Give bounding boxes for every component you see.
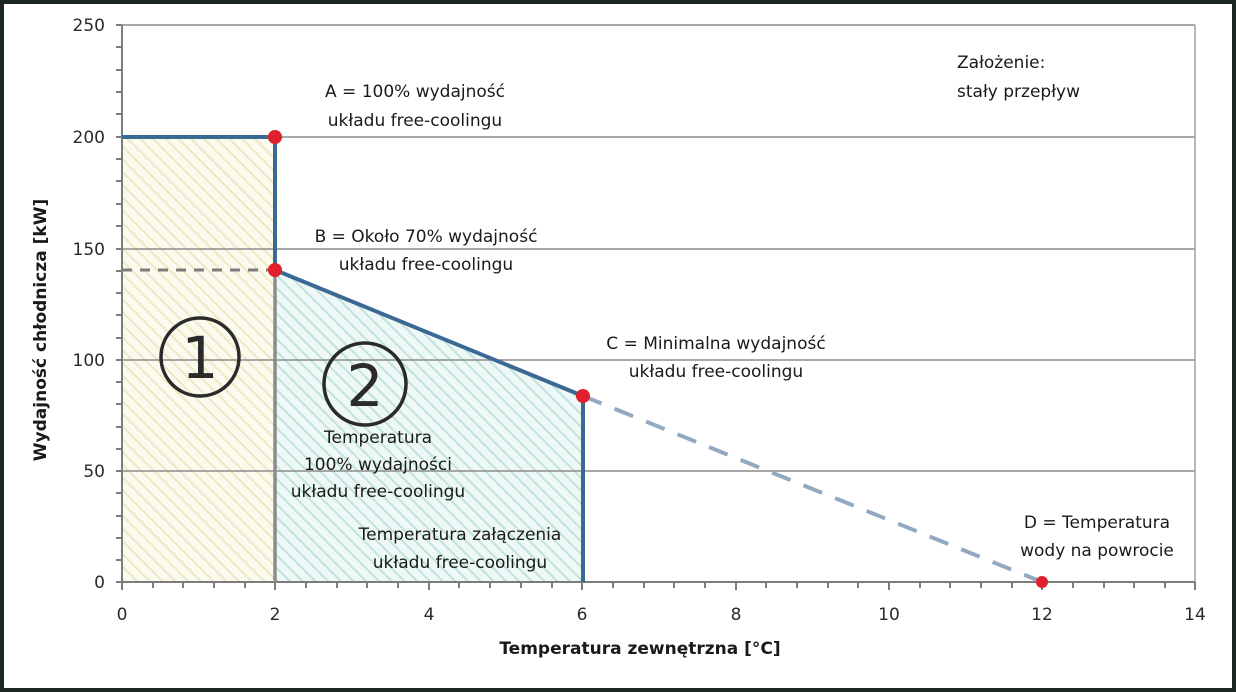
region-1-marker: 1 <box>159 316 241 398</box>
point-a <box>268 130 282 144</box>
point-d <box>1036 576 1048 588</box>
point-b <box>268 263 282 277</box>
annotation-a-line2: układu free-coolingu <box>328 111 502 131</box>
annotation-c-line1: C = Minimalna wydajność <box>606 334 825 354</box>
y-axis-title: Wydajność chłodnicza [kW] <box>31 199 51 461</box>
y-tick-label: 150 <box>73 240 105 260</box>
annotation-start-temp: Temperatura załączenia układu free-cooli… <box>358 525 562 573</box>
y-tick-label: 0 <box>94 573 105 593</box>
x-tick-label: 12 <box>1031 605 1053 625</box>
x-axis-title: Temperatura zewnętrzna [°C] <box>499 639 780 659</box>
assumption-line2: stały przepływ <box>957 82 1080 102</box>
x-tick-label: 8 <box>731 605 742 625</box>
gridlines <box>122 24 1195 472</box>
region-2-label: 2 <box>347 352 384 420</box>
start-temp-line1: Temperatura załączenia <box>358 525 562 545</box>
annotation-a-line1: A = 100% wydajność <box>325 82 505 102</box>
annotation-t100: Temperatura 100% wydajności układu free-… <box>291 428 465 502</box>
annotation-d-line2: wody na powrocie <box>1020 541 1174 561</box>
annotation-a: A = 100% wydajność układu free-coolingu <box>325 82 505 131</box>
annotation-assumption: Założenie: stały przepływ <box>957 53 1080 102</box>
annotation-d-line1: D = Temperatura <box>1024 513 1170 533</box>
y-tick-label: 250 <box>73 16 105 36</box>
y-tick-labels: 250 200 150 100 50 0 <box>73 16 105 593</box>
start-temp-line2: układu free-coolingu <box>373 553 547 573</box>
y-tick-label: 100 <box>73 351 105 371</box>
region-2-marker: 2 <box>322 341 408 427</box>
x-tick-label: 0 <box>117 605 128 625</box>
annotation-c: C = Minimalna wydajność układu free-cool… <box>606 334 825 382</box>
annotation-b: B = Około 70% wydajność układu free-cool… <box>315 227 538 275</box>
x-tick-label: 2 <box>270 605 281 625</box>
annotation-d: D = Temperatura wody na powrocie <box>1020 513 1174 561</box>
annotation-c-line2: układu free-coolingu <box>629 362 803 382</box>
x-tick-label: 14 <box>1184 605 1206 625</box>
dashed-extrapolation-line <box>582 394 1043 584</box>
t100-line3: układu free-coolingu <box>291 482 465 502</box>
y-axis <box>116 24 123 583</box>
x-axis <box>116 581 1196 590</box>
region-1-label: 1 <box>182 324 219 392</box>
annotation-b-line2: układu free-coolingu <box>339 255 513 275</box>
t100-line2: 100% wydajności <box>304 455 452 475</box>
region-2-fill <box>275 270 583 582</box>
y-tick-label: 50 <box>83 462 105 482</box>
annotation-b-line1: B = Około 70% wydajność <box>315 227 538 247</box>
point-c <box>576 389 590 403</box>
x-tick-label: 4 <box>424 605 435 625</box>
x-tick-labels: 0 2 4 6 8 10 12 14 <box>117 605 1206 625</box>
x-tick-label: 10 <box>878 605 900 625</box>
t100-line1: Temperatura <box>323 428 432 448</box>
y-tick-label: 200 <box>73 128 105 148</box>
assumption-line1: Założenie: <box>957 53 1045 73</box>
x-tick-label: 6 <box>577 605 588 625</box>
